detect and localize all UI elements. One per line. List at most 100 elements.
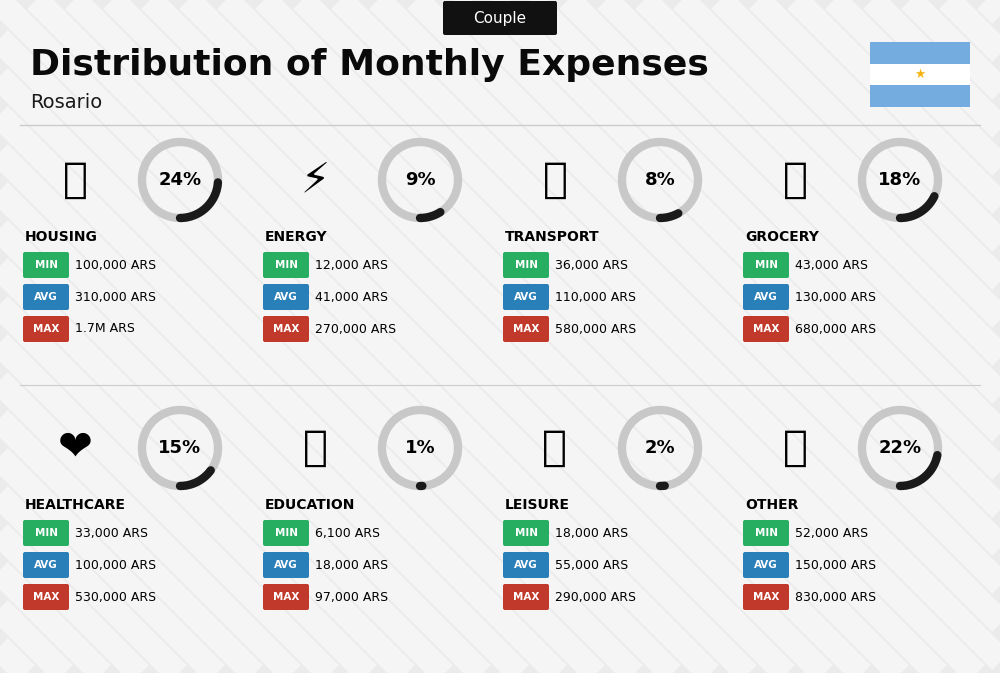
Text: 1.7M ARS: 1.7M ARS [75,322,135,336]
FancyBboxPatch shape [743,316,789,342]
Text: 830,000 ARS: 830,000 ARS [795,590,876,604]
Text: 130,000 ARS: 130,000 ARS [795,291,876,304]
Text: MIN: MIN [755,260,778,270]
FancyBboxPatch shape [23,316,69,342]
Text: TRANSPORT: TRANSPORT [505,230,600,244]
Text: Distribution of Monthly Expenses: Distribution of Monthly Expenses [30,48,709,82]
Text: MAX: MAX [273,324,299,334]
FancyBboxPatch shape [503,284,549,310]
Text: MAX: MAX [33,592,59,602]
FancyBboxPatch shape [23,252,69,278]
Text: MIN: MIN [34,528,58,538]
Text: 290,000 ARS: 290,000 ARS [555,590,636,604]
Text: 580,000 ARS: 580,000 ARS [555,322,636,336]
Text: AVG: AVG [754,292,778,302]
Text: 18%: 18% [878,171,922,189]
FancyBboxPatch shape [743,252,789,278]
Text: 36,000 ARS: 36,000 ARS [555,258,628,271]
Text: 33,000 ARS: 33,000 ARS [75,526,148,540]
Bar [870,64,970,85]
FancyBboxPatch shape [503,316,549,342]
FancyBboxPatch shape [263,284,309,310]
Text: MAX: MAX [753,592,779,602]
FancyBboxPatch shape [23,552,69,578]
Text: MAX: MAX [513,592,539,602]
Text: AVG: AVG [274,292,298,302]
Text: ⚡: ⚡ [300,159,330,201]
FancyBboxPatch shape [743,552,789,578]
FancyBboxPatch shape [503,520,549,546]
Text: 9%: 9% [405,171,435,189]
Text: 🛍️: 🛍️ [542,427,568,469]
Text: AVG: AVG [754,560,778,570]
Text: 2%: 2% [645,439,675,457]
Text: GROCERY: GROCERY [745,230,819,244]
Text: 💰: 💰 [782,427,808,469]
Text: 22%: 22% [878,439,922,457]
Text: HEALTHCARE: HEALTHCARE [25,498,126,512]
Text: MAX: MAX [513,324,539,334]
Text: 🎓: 🎓 [302,427,328,469]
FancyBboxPatch shape [503,584,549,610]
FancyBboxPatch shape [743,520,789,546]
Text: 52,000 ARS: 52,000 ARS [795,526,868,540]
FancyBboxPatch shape [443,1,557,35]
Text: MIN: MIN [274,260,298,270]
Text: MIN: MIN [755,528,778,538]
Text: 6,100 ARS: 6,100 ARS [315,526,380,540]
Text: 41,000 ARS: 41,000 ARS [315,291,388,304]
Text: AVG: AVG [274,560,298,570]
FancyBboxPatch shape [263,552,309,578]
FancyBboxPatch shape [263,252,309,278]
Text: 1%: 1% [405,439,435,457]
Text: 55,000 ARS: 55,000 ARS [555,559,628,571]
Text: MIN: MIN [514,528,538,538]
Text: MAX: MAX [753,324,779,334]
Text: Couple: Couple [473,11,527,26]
FancyBboxPatch shape [23,284,69,310]
Text: 15%: 15% [158,439,202,457]
Text: 270,000 ARS: 270,000 ARS [315,322,396,336]
Text: 310,000 ARS: 310,000 ARS [75,291,156,304]
Text: AVG: AVG [34,560,58,570]
Bar [870,42,970,64]
FancyBboxPatch shape [263,520,309,546]
Text: 97,000 ARS: 97,000 ARS [315,590,388,604]
Text: 150,000 ARS: 150,000 ARS [795,559,876,571]
Text: LEISURE: LEISURE [505,498,570,512]
Text: 110,000 ARS: 110,000 ARS [555,291,636,304]
FancyBboxPatch shape [23,584,69,610]
Text: MAX: MAX [33,324,59,334]
Text: HOUSING: HOUSING [25,230,98,244]
Text: ENERGY: ENERGY [265,230,328,244]
Text: 18,000 ARS: 18,000 ARS [555,526,628,540]
FancyBboxPatch shape [503,252,549,278]
Text: 18,000 ARS: 18,000 ARS [315,559,388,571]
Text: 100,000 ARS: 100,000 ARS [75,559,156,571]
Text: OTHER: OTHER [745,498,798,512]
FancyBboxPatch shape [503,552,549,578]
FancyBboxPatch shape [23,520,69,546]
Text: 530,000 ARS: 530,000 ARS [75,590,156,604]
FancyBboxPatch shape [263,316,309,342]
Text: 680,000 ARS: 680,000 ARS [795,322,876,336]
Text: MAX: MAX [273,592,299,602]
Bar [870,85,970,107]
Text: 🚌: 🚌 [542,159,568,201]
Text: ★: ★ [914,68,926,81]
Text: ❤️: ❤️ [58,427,92,469]
Text: 8%: 8% [645,171,675,189]
FancyBboxPatch shape [743,584,789,610]
Text: AVG: AVG [514,292,538,302]
Text: AVG: AVG [514,560,538,570]
Text: 🏢: 🏢 [62,159,88,201]
Text: 100,000 ARS: 100,000 ARS [75,258,156,271]
Text: EDUCATION: EDUCATION [265,498,355,512]
FancyBboxPatch shape [743,284,789,310]
Text: MIN: MIN [274,528,298,538]
Text: AVG: AVG [34,292,58,302]
Text: 24%: 24% [158,171,202,189]
Text: 12,000 ARS: 12,000 ARS [315,258,388,271]
Text: Rosario: Rosario [30,94,102,112]
Text: 43,000 ARS: 43,000 ARS [795,258,868,271]
